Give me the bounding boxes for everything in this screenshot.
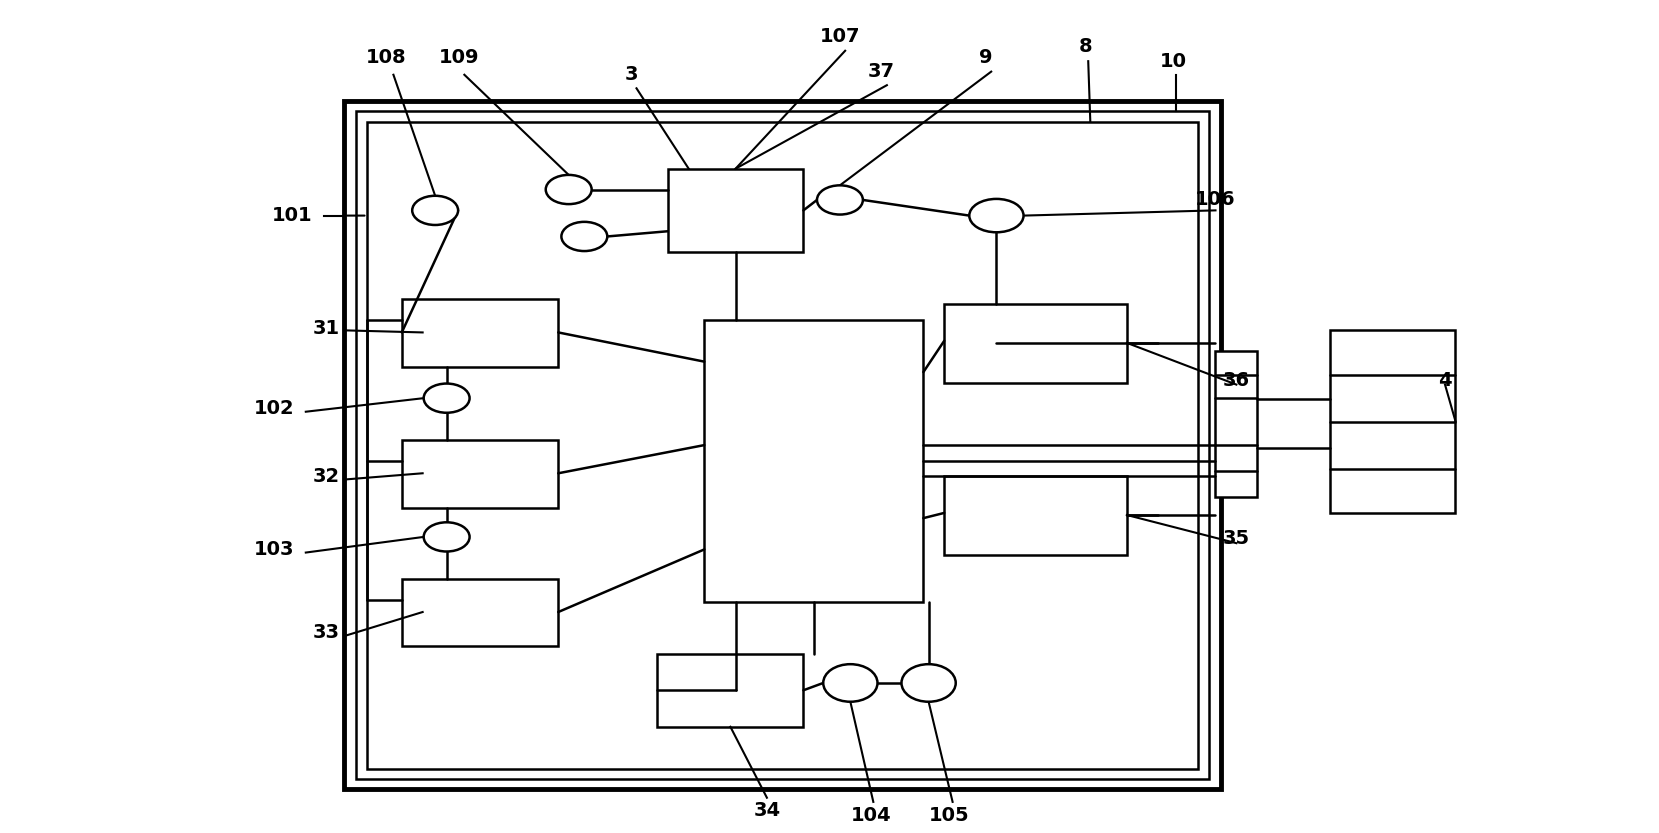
Text: 4: 4 xyxy=(1438,371,1452,390)
Ellipse shape xyxy=(816,185,863,215)
Bar xyxy=(357,112,1209,779)
Bar xyxy=(669,168,803,252)
Ellipse shape xyxy=(423,383,469,413)
Bar xyxy=(944,304,1126,382)
Text: 105: 105 xyxy=(929,806,971,825)
Text: 3: 3 xyxy=(624,65,639,84)
Text: 33: 33 xyxy=(314,623,340,642)
Bar xyxy=(1216,352,1258,497)
Text: 108: 108 xyxy=(367,47,406,67)
Text: 9: 9 xyxy=(979,47,992,67)
Ellipse shape xyxy=(823,664,878,701)
Ellipse shape xyxy=(546,175,592,204)
Text: 107: 107 xyxy=(820,27,859,46)
Bar xyxy=(401,440,559,507)
Bar xyxy=(705,320,924,601)
Bar xyxy=(401,299,559,367)
Ellipse shape xyxy=(423,522,469,551)
Text: 35: 35 xyxy=(1223,530,1249,548)
Ellipse shape xyxy=(561,222,607,251)
Bar xyxy=(944,476,1126,555)
Ellipse shape xyxy=(901,664,956,701)
Text: 32: 32 xyxy=(314,467,340,486)
Bar xyxy=(401,579,559,646)
Bar xyxy=(1331,331,1455,513)
Bar xyxy=(367,122,1198,769)
Text: 101: 101 xyxy=(272,206,312,225)
Text: 10: 10 xyxy=(1160,52,1188,71)
Text: 34: 34 xyxy=(753,801,780,820)
Text: 109: 109 xyxy=(440,47,479,67)
Text: 106: 106 xyxy=(1194,191,1236,209)
Text: 104: 104 xyxy=(851,806,891,825)
Bar xyxy=(657,654,803,726)
Text: 37: 37 xyxy=(868,62,896,81)
Text: 36: 36 xyxy=(1223,371,1249,390)
Ellipse shape xyxy=(969,199,1024,232)
Text: 8: 8 xyxy=(1078,37,1092,56)
Text: 102: 102 xyxy=(254,399,295,418)
Text: 103: 103 xyxy=(254,540,295,559)
Bar xyxy=(345,101,1221,790)
Text: 31: 31 xyxy=(314,319,340,337)
Ellipse shape xyxy=(411,196,458,225)
